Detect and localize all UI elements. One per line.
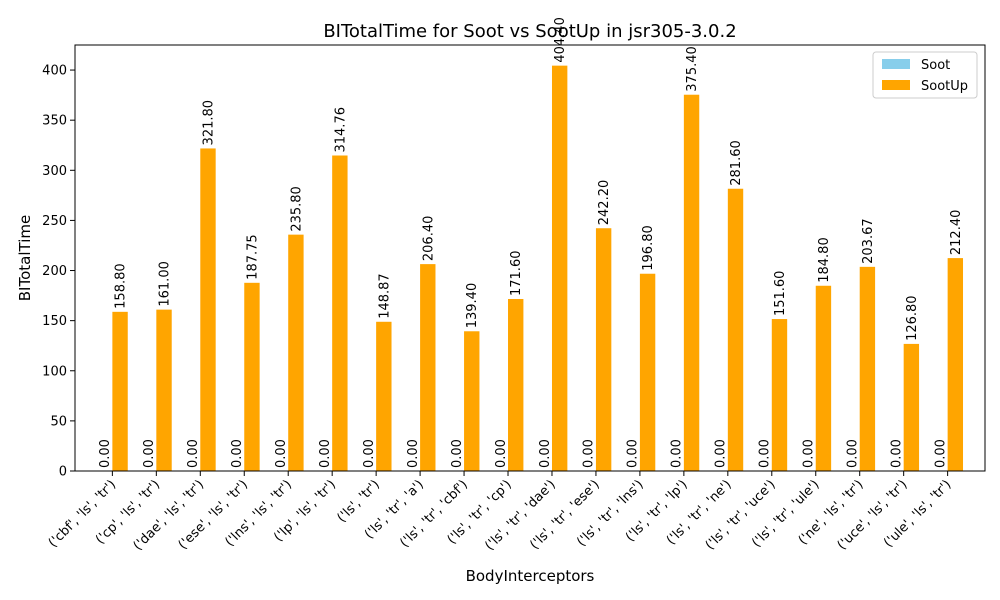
- sootup-bar: [376, 321, 392, 471]
- data-label: 0.00: [758, 439, 773, 468]
- y-axis-label: BITotalTime: [16, 215, 34, 301]
- data-label: 242.20: [597, 180, 612, 226]
- sootup-bar: [112, 311, 128, 471]
- data-label: 0.00: [538, 439, 553, 468]
- data-label: 184.80: [817, 237, 832, 283]
- sootup-bar: [639, 273, 656, 471]
- sootup-bar: [200, 148, 216, 472]
- legend: Soot SootUp: [872, 51, 978, 99]
- y-tick-label: 400: [42, 64, 67, 79]
- data-label: 187.75: [245, 234, 260, 280]
- sootup-bar: [859, 266, 876, 471]
- data-label: 196.80: [641, 225, 656, 271]
- data-label: 0.00: [933, 439, 948, 468]
- x-axis-label: BodyInterceptors: [466, 567, 595, 585]
- data-label: 0.00: [362, 439, 377, 468]
- sootup-bar: [771, 319, 788, 471]
- sootup-bar: [288, 234, 304, 471]
- y-tick-label: 150: [42, 314, 67, 329]
- sootup-bar: [244, 282, 260, 471]
- data-label: 0.00: [494, 439, 509, 468]
- data-label: 404.40: [553, 17, 568, 63]
- y-tick-label: 50: [50, 414, 67, 429]
- data-label: 148.87: [377, 273, 392, 319]
- sootup-bar: [595, 228, 612, 471]
- y-tick-label: 200: [42, 264, 67, 279]
- data-label: 126.80: [905, 295, 920, 341]
- sootup-bar: [156, 309, 172, 471]
- data-label: 0.00: [802, 439, 817, 468]
- data-label: 235.80: [289, 186, 304, 232]
- sootup-bar: [464, 331, 480, 471]
- sootup-bar: [551, 65, 568, 471]
- data-label: 212.40: [949, 210, 964, 256]
- y-tick-label: 0: [59, 465, 67, 480]
- data-label: 0.00: [186, 439, 201, 468]
- chart-title: BITotalTime for Soot vs SootUp in jsr305…: [323, 21, 736, 42]
- data-label: 139.40: [465, 283, 480, 329]
- legend-swatch: [882, 80, 910, 90]
- data-label: 158.80: [114, 263, 129, 309]
- data-label: 0.00: [714, 439, 729, 468]
- data-label: 0.00: [450, 439, 465, 468]
- sootup-bar: [332, 155, 348, 471]
- sootup-bar: [947, 258, 964, 471]
- y-tick-label: 250: [42, 214, 67, 229]
- data-label: 281.60: [729, 140, 744, 186]
- data-label: 0.00: [626, 439, 641, 468]
- data-label: 375.40: [685, 46, 700, 92]
- data-label: 0.00: [98, 439, 113, 468]
- data-label: 321.80: [201, 100, 216, 146]
- legend-label: Soot: [921, 58, 950, 73]
- legend-swatch: [882, 59, 910, 69]
- y-tick-label: 100: [42, 364, 67, 379]
- sootup-bar: [903, 343, 920, 471]
- data-label: 0.00: [582, 439, 597, 468]
- data-label: 151.60: [773, 271, 788, 317]
- data-label: 161.00: [158, 261, 173, 307]
- data-label: 0.00: [142, 439, 157, 468]
- sootup-bar: [683, 94, 700, 471]
- y-tick-label: 300: [42, 164, 67, 179]
- sootup-bar: [420, 264, 436, 471]
- data-label: 203.67: [861, 218, 876, 264]
- y-tick-label: 350: [42, 114, 67, 129]
- sootup-bar: [815, 285, 832, 471]
- data-label: 314.76: [333, 107, 348, 153]
- data-label: 0.00: [318, 439, 333, 468]
- data-label: 0.00: [406, 439, 421, 468]
- data-label: 171.60: [509, 250, 524, 296]
- data-label: 0.00: [274, 439, 289, 468]
- data-label: 0.00: [889, 439, 904, 468]
- data-label: 206.40: [421, 216, 436, 262]
- sootup-bar: [508, 298, 524, 471]
- data-label: 0.00: [230, 439, 245, 468]
- legend-label: SootUp: [921, 79, 968, 94]
- sootup-bar: [727, 188, 744, 471]
- data-label: 0.00: [670, 439, 685, 468]
- plot-frame: [74, 44, 986, 472]
- data-label: 0.00: [846, 439, 861, 468]
